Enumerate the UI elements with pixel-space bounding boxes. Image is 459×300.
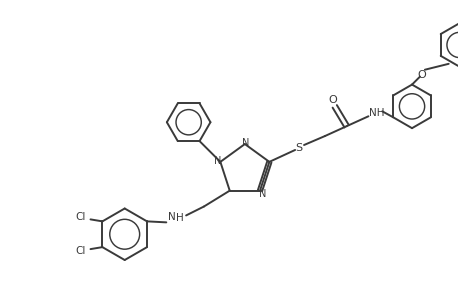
Text: N: N xyxy=(241,138,249,148)
Text: O: O xyxy=(417,70,425,80)
Text: Cl: Cl xyxy=(75,246,85,256)
Text: NH: NH xyxy=(368,108,383,118)
Text: O: O xyxy=(328,95,336,105)
Text: S: S xyxy=(295,143,302,153)
Text: N: N xyxy=(168,212,176,222)
Text: Cl: Cl xyxy=(75,212,85,222)
Text: N: N xyxy=(213,156,221,166)
Text: N: N xyxy=(259,189,266,199)
Text: H: H xyxy=(176,213,184,224)
